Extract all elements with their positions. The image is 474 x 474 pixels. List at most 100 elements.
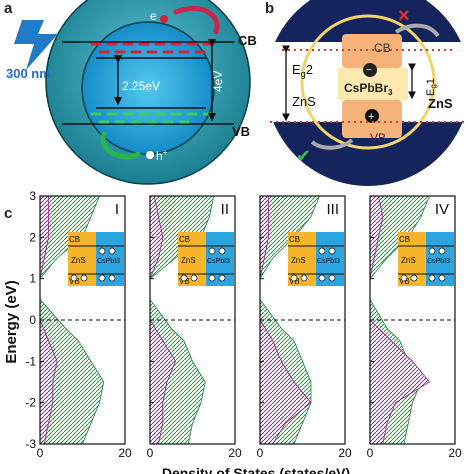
panel-b-vb-label: VB [370,131,386,145]
panel-b-eg1-label: Eg1 [425,78,438,96]
panel-b-label: b [265,0,274,17]
inset-shell-label: ZnS [181,256,196,265]
x-tick-label: 20 [448,446,462,460]
panel-b-electron-dot [363,63,377,77]
panel-b-cb-label: CB [374,41,391,55]
inset-electron-icon [208,247,216,255]
y-tick-label: 2 [29,230,36,244]
inset-shell-label: ZnS [401,256,416,265]
inset-shell-label: ZnS [71,256,86,265]
panel-a-lightning-icon [14,20,58,70]
inset-cb-label: CB [289,235,300,244]
inset-hole-icon [300,274,308,282]
inset-electron-icon [318,247,326,255]
inset-vb-label: VB [179,277,190,286]
panel-a-electron-dot [160,15,168,23]
panel-b-check-icon: ✔ [296,146,311,166]
inset-electron-icon [98,247,106,255]
inset-hole-icon [70,274,78,282]
inset-hole-icon [98,274,106,282]
inset-core-label: CsPbI3 [317,258,340,265]
y-tick-label: 3 [29,189,36,203]
inset-hole-icon [410,274,418,282]
inset-hole-icon [438,274,446,282]
inset-hole-icon [318,274,326,282]
panel-a-core-gap-label: 2.25eV [122,79,160,93]
panel-a-excitation-label: 300 nm [6,66,51,81]
x-tick-label: 20 [338,446,352,460]
x-tick-label: 20 [228,446,242,460]
panel-b-allowed-arrow [310,138,354,150]
inset-hole-icon [428,274,436,282]
inset-core-label: CsPbI3 [97,258,120,265]
y-tick-label: -3 [25,437,36,451]
inset-hole-icon [208,274,216,282]
dos-series-2 [39,195,105,445]
inset-vb-label: VB [289,277,300,286]
panel-a-cb-label: CB [238,33,257,48]
x-tick-label: 0 [257,446,264,460]
panel-b-cross-icon: × [398,5,410,27]
panel-a-vb-label: VB [232,124,250,139]
inset-hole-icon [218,274,226,282]
panel-a-electron-label: e [150,9,157,23]
inset-electron-icon [108,247,116,255]
y-tick-label: 1 [29,272,36,286]
inset-cb-label: CB [69,235,80,244]
inset-hole-icon [80,274,88,282]
dos-chart-3: 0 20 III CB VB ZnS CsPbI3 [257,195,352,460]
panel-c-label: c [4,205,12,222]
panel-b-core-label: CsPbBr3 [344,81,393,97]
panel-a: a 2.25eV 4eV e [4,0,257,185]
panel-b-hole-dot [365,109,379,123]
dos-chart-4: 0 20 IV CB VB ZnS CsPbI3 [367,195,462,460]
dos-panel-label: II [221,201,229,218]
y-tick-label: -2 [25,396,36,410]
panel-b-shell-right-label: ZnS [428,96,453,111]
inset-hole-icon [180,274,188,282]
panel-c-x-axis-title: Density of States (states/eV) [162,465,350,474]
inset-vb-label: VB [399,277,410,286]
x-tick-label: 0 [367,446,374,460]
dos-panel-label: I [115,201,119,218]
x-tick-label: 20 [118,446,132,460]
inset-cb-label: CB [179,235,190,244]
y-tick-label: 0 [29,313,36,327]
panel-a-label: a [4,0,13,17]
inset-hole-icon [400,274,408,282]
inset-core-label: CsPbI3 [427,258,450,265]
panel-b: b CB VB CsPbBr3 − + Eg2 ZnS Eg1 ZnS × ✔ [265,0,470,186]
y-tick-label: -1 [25,354,36,368]
inset-electron-icon [328,247,336,255]
panel-c: c Energy (eV) Density of States (states/… [3,189,462,474]
x-tick-label: 0 [147,446,154,460]
inset-electron-icon [428,247,436,255]
inset-hole-icon [108,274,116,282]
panel-b-eg2-label: Eg2 [292,62,313,79]
panel-a-relax-arrow [100,131,141,160]
panel-b-electron-sign: − [366,65,372,76]
inset-electron-icon [438,247,446,255]
inset-vb-label: VB [69,277,80,286]
inset-hole-icon [290,274,298,282]
panel-b-hole-sign: + [368,111,374,123]
inset-core-label: CsPbI3 [207,258,230,265]
inset-electron-icon [218,247,226,255]
dos-chart-2: 0 20 II CB VB ZnS CsPbI3 [147,195,242,460]
panel-b-shell-left-label: ZnS [292,94,316,109]
panel-b-blocked-arrow [394,23,440,38]
panel-a-excite-arrow [173,5,220,35]
inset-cb-label: CB [399,235,410,244]
panel-a-shell-gap-label: 4eV [211,71,225,92]
dos-panel-label: IV [435,201,449,218]
panel-a-hole-dot [146,151,154,159]
inset-hole-icon [328,274,336,282]
panel-a-hole-label: h+ [156,148,168,163]
panel-b-core-ring [300,14,436,150]
inset-shell-label: ZnS [291,256,306,265]
inset-hole-icon [190,274,198,282]
x-tick-label: 0 [37,446,44,460]
